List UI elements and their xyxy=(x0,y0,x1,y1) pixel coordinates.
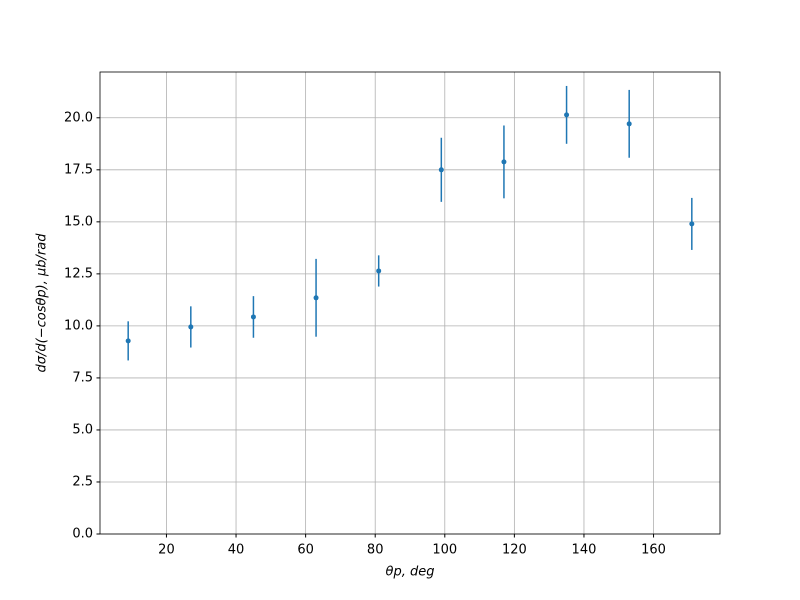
data-point xyxy=(250,314,256,320)
data-point xyxy=(188,324,194,330)
x-tick-label: 80 xyxy=(367,543,384,558)
data-point xyxy=(501,159,507,165)
x-axis-label: θp, deg xyxy=(386,565,435,580)
data-point xyxy=(313,295,319,301)
data-point xyxy=(376,268,382,274)
data-point xyxy=(564,112,570,118)
x-tick-label: 60 xyxy=(297,543,314,558)
plot-frame xyxy=(99,71,721,535)
y-tick-label: 17.5 xyxy=(64,162,93,177)
y-tick-label: 2.5 xyxy=(72,474,93,489)
data-point xyxy=(438,167,444,173)
x-tick-label: 140 xyxy=(572,543,597,558)
data-point xyxy=(689,221,695,227)
data-point xyxy=(626,121,632,127)
y-tick-label: 15.0 xyxy=(64,214,93,229)
data-point xyxy=(125,338,131,344)
x-tick-label: 100 xyxy=(432,543,457,558)
y-tick-label: 5.0 xyxy=(72,422,93,437)
y-tick-label: 7.5 xyxy=(72,370,93,385)
x-tick-label: 160 xyxy=(641,543,666,558)
x-tick-label: 120 xyxy=(502,543,527,558)
y-tick-label: 10.0 xyxy=(64,318,93,333)
x-tick-label: 40 xyxy=(228,543,245,558)
x-tick-label: 20 xyxy=(158,543,175,558)
y-tick-label: 12.5 xyxy=(64,266,93,281)
y-tick-label: 20.0 xyxy=(64,110,93,125)
y-axis-label: dσ/d(−cosθp), μb/rad xyxy=(35,233,50,373)
y-tick-label: 0.0 xyxy=(72,527,93,542)
